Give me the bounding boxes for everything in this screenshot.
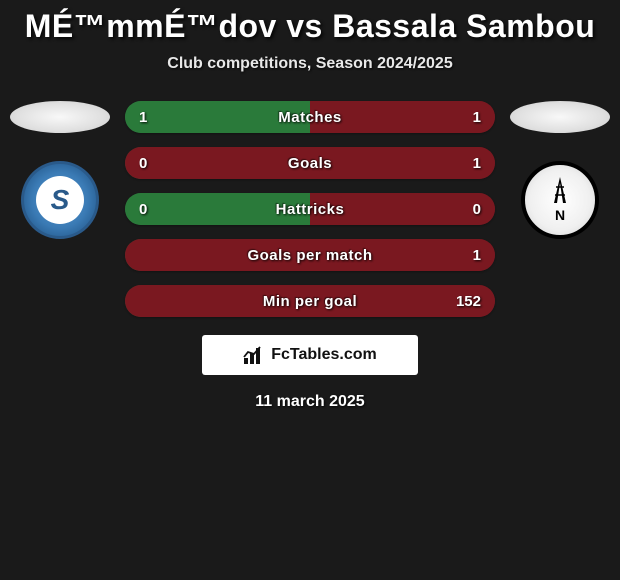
stat-value-left: 0 <box>139 201 147 218</box>
left-club-badge: S <box>21 161 99 239</box>
stat-label: Hattricks <box>276 201 345 218</box>
stat-value-right: 1 <box>473 109 481 126</box>
stat-value-left: 1 <box>139 109 147 126</box>
main-area: S 1 Matches 1 0 Goals 1 0 Hattricks 0 Goals per m… <box>0 101 620 317</box>
stat-label: Min per goal <box>263 293 357 310</box>
comparison-card: MÉ™mmÉ™dov vs Bassala Sambou Club compet… <box>0 0 620 411</box>
stat-label: Goals per match <box>247 247 372 264</box>
bar-chart-icon <box>243 346 265 364</box>
stat-value-left: 0 <box>139 155 147 172</box>
stat-bar: Goals per match 1 <box>125 239 495 271</box>
left-club-letter: S <box>36 176 84 224</box>
left-player-avatar <box>10 101 110 133</box>
brand-badge[interactable]: FcTables.com <box>202 335 418 375</box>
oil-derrick-icon <box>551 177 569 205</box>
stat-label: Goals <box>288 155 332 172</box>
page-title: MÉ™mmÉ™dov vs Bassala Sambou <box>25 8 596 45</box>
right-club-badge: N <box>521 161 599 239</box>
stat-bar: 0 Goals 1 <box>125 147 495 179</box>
stat-value-right: 1 <box>473 247 481 264</box>
date-text: 11 march 2025 <box>255 393 364 411</box>
left-player-column: S <box>5 101 115 317</box>
stat-bar: Min per goal 152 <box>125 285 495 317</box>
stat-bar: 0 Hattricks 0 <box>125 193 495 225</box>
brand-text: FcTables.com <box>271 346 377 364</box>
right-club-letter: N <box>555 207 565 223</box>
stat-label: Matches <box>278 109 342 126</box>
page-subtitle: Club competitions, Season 2024/2025 <box>167 55 452 73</box>
stat-value-right: 152 <box>456 293 481 310</box>
stat-bar: 1 Matches 1 <box>125 101 495 133</box>
right-player-avatar <box>510 101 610 133</box>
stats-column: 1 Matches 1 0 Goals 1 0 Hattricks 0 Goals per mat… <box>115 101 505 317</box>
right-player-column: N <box>505 101 615 317</box>
stat-value-right: 0 <box>473 201 481 218</box>
stat-value-right: 1 <box>473 155 481 172</box>
